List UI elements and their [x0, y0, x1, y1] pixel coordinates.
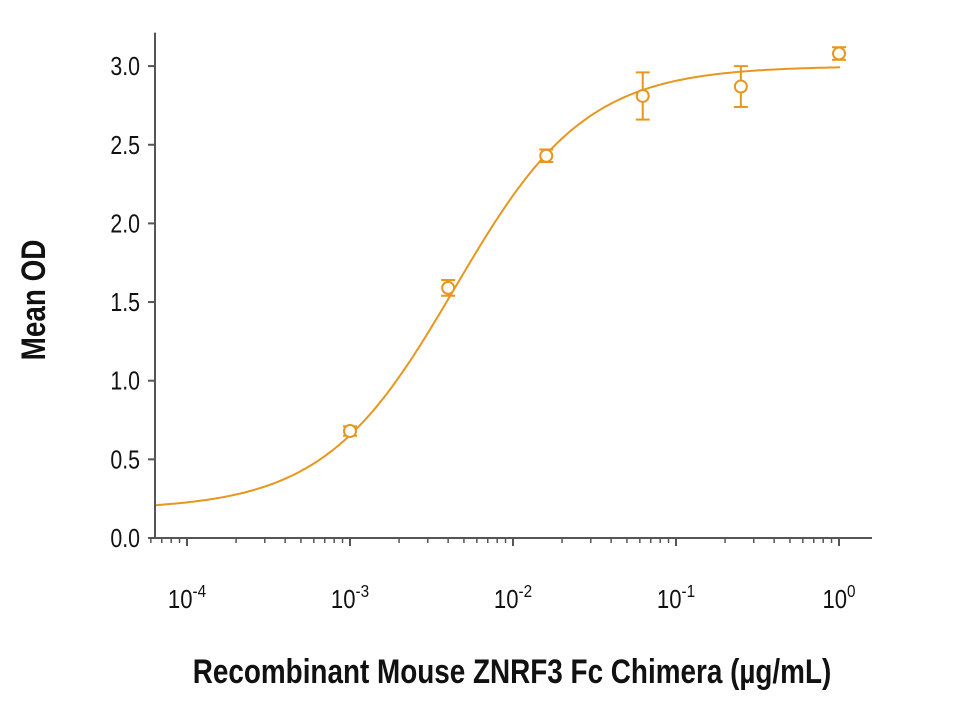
data-marks	[155, 46, 846, 507]
x-tick-label: 10-1	[657, 581, 695, 615]
y-tick-label: 0.5	[110, 445, 140, 475]
data-point	[539, 148, 554, 163]
y-tick-label: 0.0	[110, 524, 140, 554]
data-point	[441, 280, 456, 295]
y-tick-label: 2.0	[110, 209, 140, 239]
x-tick-label: 100	[822, 581, 855, 615]
fit-curve	[155, 66, 841, 507]
x-tick-label: 10-3	[331, 581, 369, 615]
data-point	[635, 88, 650, 103]
data-point	[733, 79, 748, 94]
data-point	[832, 46, 846, 61]
y-tick-label: 3.0	[110, 52, 140, 82]
y-tick-label: 1.5	[110, 288, 140, 318]
y-axis-title: Mean OD	[14, 240, 52, 361]
data-point	[343, 424, 357, 439]
y-tick-label: 2.5	[110, 131, 140, 161]
x-tick-label: 10-4	[168, 581, 206, 615]
x-tick-label: 10-2	[494, 581, 532, 615]
axes: 0.0 0.5 1.0 1.5 2.0 2.5 3.0 10-4 10-3 10-2 10-1 100	[110, 32, 872, 615]
y-tick-label: 1.0	[110, 367, 140, 397]
x-axis-title: Recombinant Mouse ZNRF3 Fc Chimera (µg/m…	[193, 652, 832, 690]
